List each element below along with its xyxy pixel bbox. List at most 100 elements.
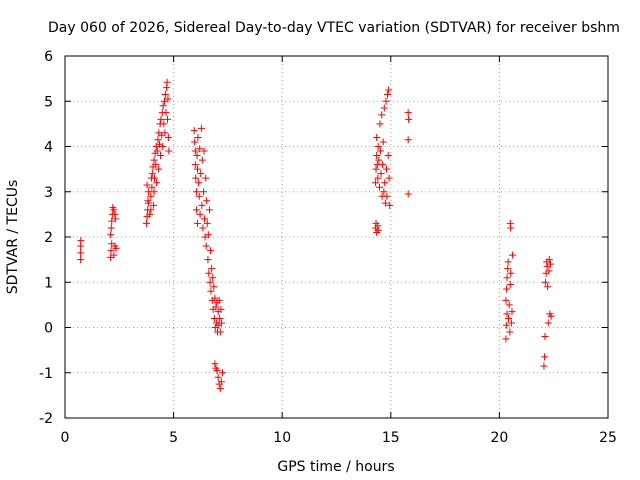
data-point	[405, 115, 413, 123]
y-tick-label: 5	[44, 94, 53, 110]
data-point	[165, 147, 173, 155]
data-point	[164, 133, 172, 141]
data-point	[503, 274, 511, 282]
data-point	[157, 152, 165, 160]
data-point	[382, 97, 390, 105]
data-point	[504, 258, 512, 266]
data-point	[153, 179, 161, 187]
x-tick-label: 0	[61, 430, 70, 446]
data-point	[202, 242, 210, 250]
data-point	[384, 152, 392, 160]
data-point	[541, 278, 549, 286]
data-point	[385, 86, 393, 94]
data-point	[200, 188, 208, 196]
data-point	[507, 224, 515, 232]
data-point	[210, 283, 218, 291]
data-point	[142, 219, 150, 227]
data-point	[382, 165, 390, 173]
data-point	[376, 183, 384, 191]
data-point	[203, 219, 211, 227]
data-point	[378, 111, 386, 119]
data-point	[381, 199, 389, 207]
data-point	[164, 115, 172, 123]
x-tick-label: 10	[273, 430, 291, 446]
data-point	[147, 192, 155, 200]
data-point	[374, 143, 382, 150]
data-point	[163, 78, 171, 86]
data-point	[108, 217, 116, 225]
data-point	[374, 174, 382, 182]
x-tick-label: 15	[382, 430, 400, 446]
data-point	[503, 285, 511, 293]
data-point	[381, 179, 389, 187]
data-point	[191, 147, 199, 155]
data-point	[157, 115, 165, 123]
data-point	[544, 319, 552, 327]
data-point	[153, 147, 161, 155]
data-point	[377, 170, 385, 178]
data-point	[77, 237, 85, 245]
data-point	[146, 210, 154, 218]
data-point	[404, 136, 412, 144]
data-point	[379, 161, 387, 169]
data-point	[194, 133, 202, 141]
data-point	[154, 165, 162, 173]
data-point	[192, 174, 200, 182]
data-point	[150, 156, 158, 164]
data-point	[380, 104, 388, 112]
data-point	[161, 90, 169, 98]
data-point	[191, 138, 199, 146]
data-point	[77, 256, 85, 264]
x-tick-label: 25	[599, 430, 617, 446]
data-point	[541, 353, 549, 361]
data-point	[150, 188, 158, 196]
data-point	[204, 231, 212, 239]
data-point	[150, 174, 158, 182]
data-point	[507, 269, 515, 277]
data-point	[199, 224, 207, 232]
data-point	[212, 303, 220, 311]
data-point	[193, 165, 201, 173]
data-point	[217, 305, 225, 313]
data-point	[145, 199, 153, 207]
data-point	[150, 201, 158, 209]
data-point	[507, 319, 515, 327]
data-point	[205, 206, 213, 214]
data-point	[198, 156, 206, 164]
y-tick-label: -1	[39, 366, 53, 382]
y-tick-label: -2	[39, 411, 53, 427]
data-point	[206, 278, 214, 286]
data-point	[197, 124, 205, 132]
data-point	[162, 109, 170, 117]
data-point	[217, 319, 225, 327]
data-point	[209, 274, 217, 282]
data-point	[197, 170, 205, 178]
data-point	[107, 224, 115, 232]
data-point	[152, 161, 160, 169]
y-tick-label: 0	[44, 321, 53, 337]
data-point	[213, 366, 221, 374]
data-point	[204, 256, 212, 264]
data-point	[216, 385, 224, 393]
data-point	[215, 296, 223, 304]
data-point	[198, 201, 206, 209]
data-point	[107, 247, 115, 255]
data-point	[148, 183, 156, 191]
data-point	[193, 152, 201, 160]
data-point	[77, 249, 85, 257]
data-point	[383, 192, 391, 200]
x-axis-label: GPS time / hours	[277, 459, 394, 475]
x-tick-label: 5	[169, 430, 178, 446]
data-point	[217, 378, 225, 386]
data-point	[404, 109, 412, 117]
data-point	[214, 373, 222, 381]
data-point	[376, 120, 384, 128]
data-point	[208, 265, 216, 273]
data-point	[195, 179, 203, 187]
data-point	[376, 147, 384, 155]
data-point	[508, 251, 516, 259]
x-tick-label: 20	[490, 430, 508, 446]
data-point	[148, 170, 156, 178]
data-point	[372, 165, 380, 173]
